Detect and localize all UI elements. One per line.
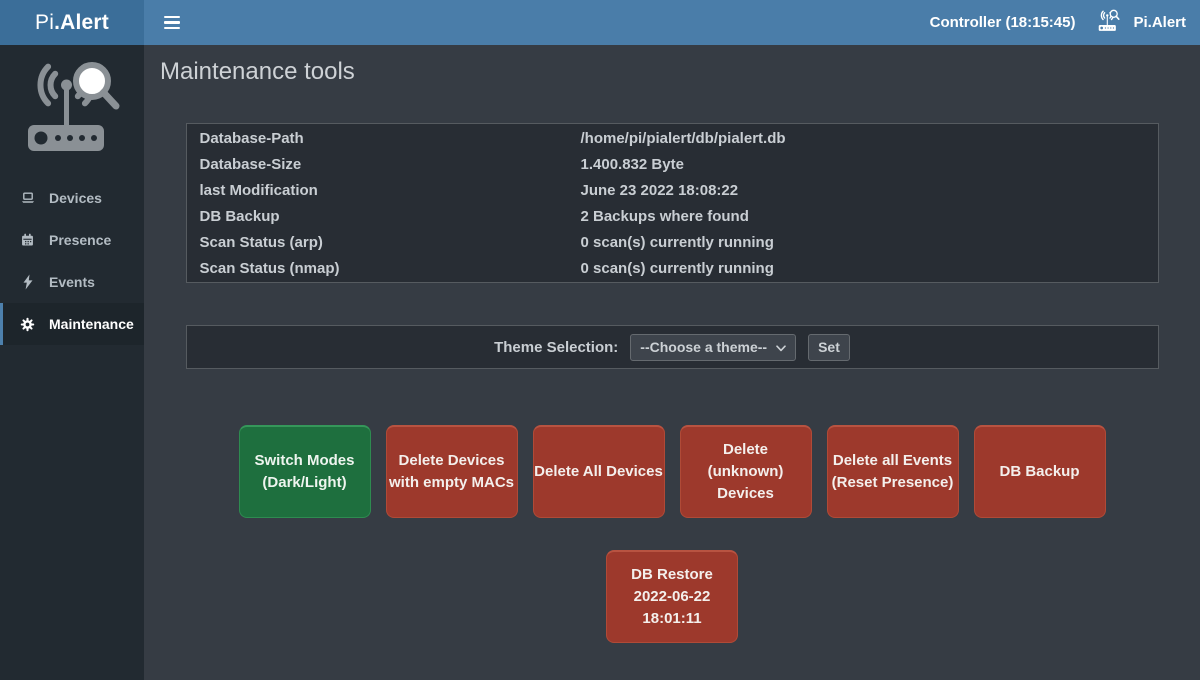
sidebar-item-events[interactable]: Events <box>0 261 144 303</box>
db-restore-button[interactable]: DB Restore 2022-06-22 18:01:11 <box>606 550 738 643</box>
page-title: Maintenance tools <box>160 58 355 85</box>
row-label: DB Backup <box>199 207 280 225</box>
user-menu[interactable]: Pi.Alert <box>1097 9 1186 36</box>
table-row: DB Backup 2 Backups where found <box>187 203 1158 229</box>
row-value: June 23 2022 18:08:22 <box>580 181 739 199</box>
row-label: Scan Status (arp) <box>199 233 323 251</box>
theme-select-value: --Choose a theme-- <box>640 339 768 355</box>
table-row: Scan Status (arp) 0 scan(s) currently ru… <box>187 229 1158 255</box>
brand-alert: .Alert <box>54 10 109 34</box>
theme-set-button[interactable]: Set <box>808 333 850 361</box>
sidebar-item-devices[interactable]: Devices <box>0 177 144 219</box>
chevron-down-icon <box>776 339 786 355</box>
top-navbar: Pi .Alert Controller (18:15:45) <box>0 0 1200 45</box>
row-label: Scan Status (nmap) <box>199 259 340 277</box>
sidebar: Devices Presence <box>0 45 144 680</box>
restore-button-row: DB Restore 2022-06-22 18:01:11 <box>144 550 1200 643</box>
router-wifi-magnifier-icon <box>1097 9 1124 36</box>
row-value: 2 Backups where found <box>580 207 749 225</box>
app-shell: Devices Presence <box>0 45 1200 680</box>
sidebar-menu: Devices Presence <box>0 177 144 345</box>
gear-icon <box>19 317 36 332</box>
app-logo[interactable]: Pi .Alert <box>0 0 144 45</box>
table-row: Scan Status (nmap) 0 scan(s) currently r… <box>187 255 1158 281</box>
delete-empty-macs-button[interactable]: Delete Devices with empty MACs <box>385 425 518 518</box>
db-backup-button[interactable]: DB Backup <box>973 425 1106 518</box>
controller-status[interactable]: Controller (18:15:45) <box>929 14 1076 31</box>
row-label: last Modification <box>199 181 318 199</box>
calendar-icon <box>19 232 36 248</box>
laptop-icon <box>19 190 36 206</box>
delete-unknown-devices-button[interactable]: Delete (unknown) Devices <box>679 425 812 518</box>
hamburger-icon <box>164 15 180 19</box>
row-value: 1.400.832 Byte <box>580 155 684 173</box>
delete-all-devices-button[interactable]: Delete All Devices <box>532 425 665 518</box>
row-label: Database-Size <box>199 155 302 173</box>
table-row: last Modification June 23 2022 18:08:22 <box>187 177 1158 203</box>
pialert-router-logo <box>0 45 144 165</box>
theme-selection-label: Theme Selection: <box>494 338 619 356</box>
sidebar-item-presence[interactable]: Presence <box>0 219 144 261</box>
brand-pi: Pi <box>35 10 55 34</box>
hamburger-icon <box>164 21 180 24</box>
sidebar-toggle-button[interactable] <box>157 8 187 38</box>
navbar-main: Controller (18:15:45) <box>144 0 1200 45</box>
sidebar-item-label: Events <box>49 274 95 290</box>
navbar-right: Controller (18:15:45) <box>930 9 1186 36</box>
user-menu-label: Pi.Alert <box>1133 14 1186 31</box>
theme-select[interactable]: --Choose a theme-- <box>630 333 797 361</box>
row-value: 0 scan(s) currently running <box>580 259 774 277</box>
row-value: 0 scan(s) currently running <box>580 233 774 251</box>
router-wifi-magnifier-icon <box>28 62 120 151</box>
row-label: Database-Path <box>199 129 304 147</box>
main-content: Maintenance tools Database-Path /home/pi… <box>144 45 1200 680</box>
table-row: Database-Path /home/pi/pialert/db/pialer… <box>187 125 1158 151</box>
sidebar-item-label: Maintenance <box>49 316 134 332</box>
sidebar-item-label: Devices <box>49 190 102 206</box>
hamburger-icon <box>164 26 180 30</box>
table-row: Database-Size 1.400.832 Byte <box>187 151 1158 177</box>
sidebar-item-maintenance[interactable]: Maintenance <box>0 303 144 345</box>
theme-selection-panel: Theme Selection: --Choose a theme-- Set <box>185 325 1159 369</box>
sidebar-item-label: Presence <box>49 232 112 248</box>
db-info-table: Database-Path /home/pi/pialert/db/pialer… <box>185 123 1159 283</box>
switch-modes-button[interactable]: Switch Modes (Dark/Light) <box>238 425 371 518</box>
delete-all-events-button[interactable]: Delete all Events (Reset Presence) <box>826 425 959 518</box>
action-button-row: Switch Modes (Dark/Light) Delete Devices… <box>144 425 1200 518</box>
bolt-icon <box>19 274 36 290</box>
row-value: /home/pi/pialert/db/pialert.db <box>580 129 786 147</box>
